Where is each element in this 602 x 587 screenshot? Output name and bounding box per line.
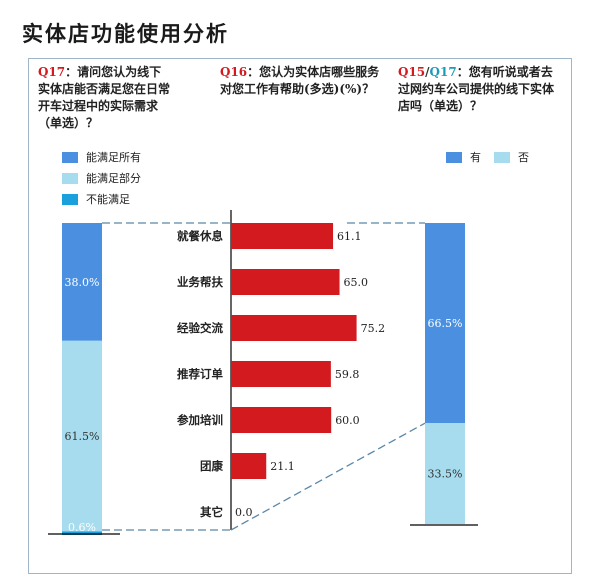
legend-swatch-all: [62, 151, 78, 163]
bar-5: [231, 453, 267, 479]
q15-slash: /: [425, 65, 430, 79]
legend-swatch-none: [62, 193, 78, 205]
legend-item-no: 否: [494, 149, 529, 165]
q15-text: ：您有听说或者去过网约车公司提供的线下实体店吗（单选）？: [398, 65, 555, 113]
legend-label-none: 不能满足: [86, 193, 130, 206]
category-label-6: 其它: [200, 505, 223, 519]
category-label-5: 团康: [200, 459, 223, 473]
category-label-0: 就餐休息: [177, 229, 223, 243]
q15-number-q17: Q17: [429, 65, 457, 79]
q16-text: ：您认为实体店哪些服务对您工作有帮助(多选)(%)？: [220, 65, 380, 96]
legend-label-partial: 能满足部分: [86, 172, 141, 185]
legend-label-yes: 有: [470, 151, 481, 164]
left-segment-1: [62, 340, 102, 532]
bar-1: [231, 269, 340, 295]
right-segment-1: [425, 423, 465, 524]
bar-2: [231, 315, 357, 341]
bar-value-0: 61.1: [337, 230, 362, 243]
legend-swatch-yes: [446, 151, 462, 163]
bar-value-3: 59.8: [335, 368, 360, 381]
question-q17: Q17：请问您认为线下实体店能否满足您在日常开车过程中的实际需求（单选）？: [38, 64, 172, 132]
right-segment-label-0: 66.5%: [428, 317, 463, 330]
bar-value-4: 60.0: [335, 414, 360, 427]
legend-item-none: 不能满足: [62, 191, 130, 207]
legend-label-no: 否: [518, 151, 529, 164]
bar-0: [231, 223, 334, 249]
bar-value-2: 75.2: [361, 322, 386, 335]
legend-item-partial: 能满足部分: [62, 170, 141, 186]
bar-value-1: 65.0: [344, 276, 369, 289]
bar-value-6: 0.0: [235, 506, 253, 519]
category-label-1: 业务帮扶: [177, 275, 223, 289]
right-segment-label-1: 33.5%: [428, 468, 463, 481]
legend-swatch-no: [494, 151, 510, 163]
legend-swatch-partial: [62, 172, 78, 184]
left-segment-label-2: 0.6%: [68, 521, 96, 534]
legend-item-all: 能满足所有: [62, 149, 141, 165]
question-q15: Q15/Q17：您有听说或者去过网约车公司提供的线下实体店吗（单选）？: [398, 64, 563, 115]
legend-label-all: 能满足所有: [86, 151, 141, 164]
left-segment-2: [62, 531, 102, 535]
left-segment-0: [62, 223, 102, 341]
page-title: 实体店功能使用分析: [22, 22, 229, 46]
chart-panel: [28, 58, 572, 574]
legend-item-yes: 有: [446, 149, 481, 165]
left-segment-label-1: 61.5%: [65, 430, 100, 443]
q17-number: Q17: [38, 65, 66, 79]
bar-value-5: 21.1: [270, 460, 295, 473]
q15-number: Q15: [398, 65, 426, 79]
bar-4: [231, 407, 332, 433]
q17-text: ：请问您认为线下实体店能否满足您在日常开车过程中的实际需求（单选）？: [38, 65, 171, 130]
right-segment-0: [425, 223, 465, 424]
category-label-3: 推荐订单: [177, 367, 223, 381]
category-label-4: 参加培训: [176, 413, 223, 427]
left-segment-label-0: 38.0%: [65, 276, 100, 289]
question-q16: Q16：您认为实体店哪些服务对您工作有帮助(多选)(%)？: [220, 64, 390, 98]
bar-3: [231, 361, 331, 387]
connector-bottom-right: [230, 422, 426, 531]
q16-number: Q16: [220, 65, 248, 79]
category-label-2: 经验交流: [177, 321, 223, 335]
